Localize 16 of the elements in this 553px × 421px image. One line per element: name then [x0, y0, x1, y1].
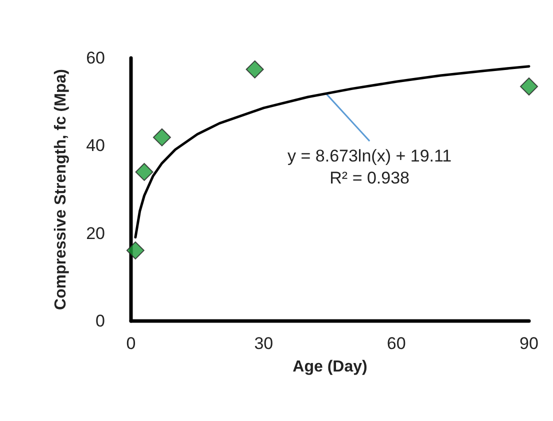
x-tick-label: 90 [520, 334, 538, 353]
y-tick-label: 0 [96, 312, 105, 330]
point [126, 241, 144, 260]
y-tick-label: 20 [86, 224, 105, 243]
x-tick-label: 0 [126, 334, 136, 353]
x-tick-label: 30 [254, 334, 274, 353]
y-tick-label: 60 [86, 48, 105, 68]
point [520, 77, 538, 96]
point [135, 162, 154, 181]
x-axis-title: Age (Day) [292, 358, 368, 376]
x-tick-label: 60 [386, 334, 406, 353]
point [246, 60, 264, 78]
y-tick-label: 40 [86, 136, 105, 156]
point [152, 128, 171, 146]
y-axis-title: Compressive Strength, fc (Mpa) [52, 69, 70, 310]
annotation: y = 8.673ln(x) + 19.11 R² = 0.938 [288, 146, 452, 188]
